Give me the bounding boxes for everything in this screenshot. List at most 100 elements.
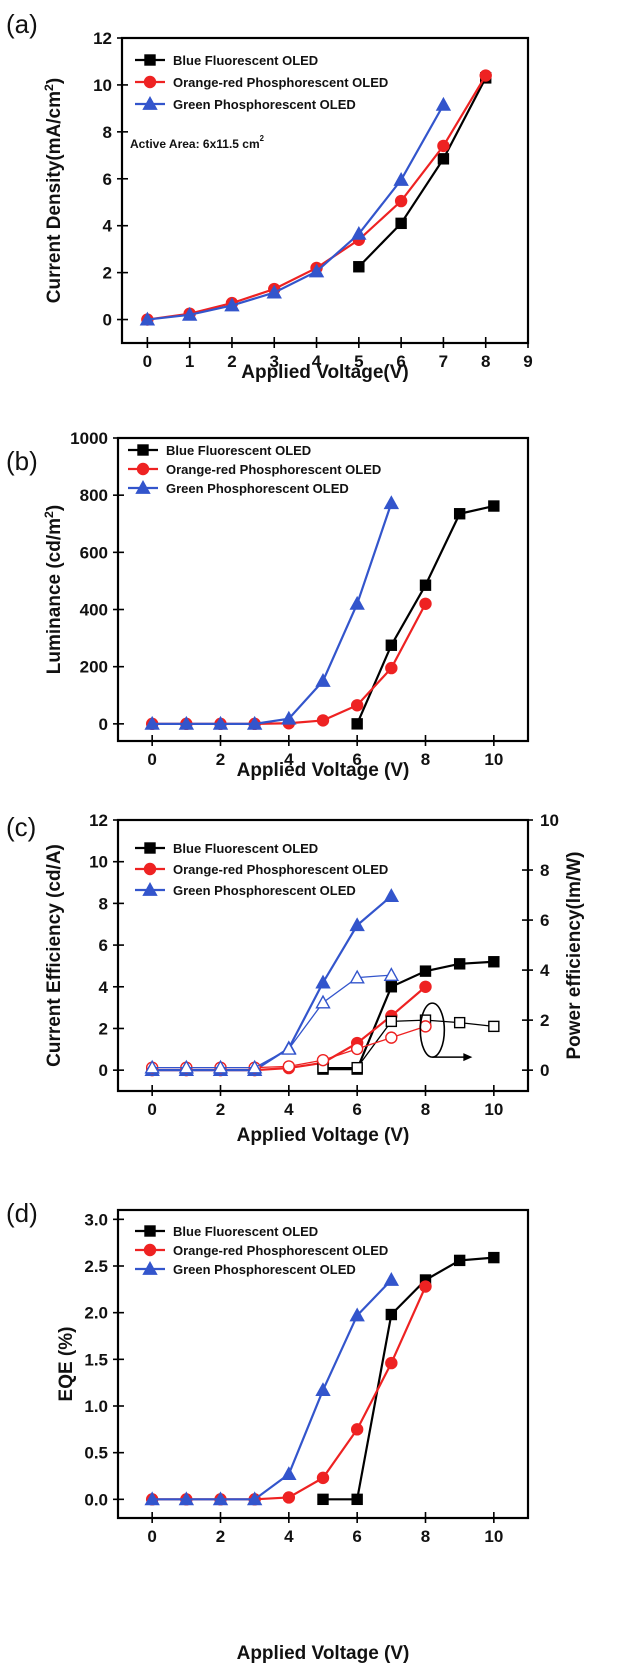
- y-tick-label: 0: [99, 715, 108, 734]
- legend-marker: [142, 96, 158, 110]
- data-point-y2: [282, 1060, 296, 1073]
- series-line-y2: [323, 1019, 494, 1069]
- legend-label: Orange-red Phosphorescent OLED: [166, 462, 381, 477]
- data-point: [419, 579, 432, 591]
- y-tick-label: 0.5: [84, 1444, 108, 1463]
- active-area-annotation: Active Area: 6x11.5 cm2: [130, 134, 265, 151]
- y2-tick-label: 4: [540, 961, 550, 980]
- chart-panel-3: (c) 0 2 4 6 8 10 0 2 4 6 8 10 12 0 2 4 6 8 10 Power efficien…: [6, 811, 585, 1146]
- data-point-y2: [385, 1015, 398, 1028]
- y-axis-label: Current Efficiency (cd/A): [44, 844, 65, 1067]
- data-point: [488, 500, 500, 512]
- data-point-y2: [212, 1059, 229, 1074]
- data-point: [488, 1251, 500, 1264]
- data-point: [395, 217, 407, 230]
- data-point: [437, 153, 450, 165]
- data-point: [246, 715, 263, 730]
- data-point: [419, 980, 432, 993]
- data-point: [453, 1254, 466, 1267]
- data-point: [178, 715, 195, 730]
- x-axis-label: Applied Voltage (V): [237, 1125, 410, 1146]
- data-point: [383, 888, 400, 902]
- data-point: [353, 261, 365, 273]
- x-tick-label: 2: [216, 750, 225, 769]
- data-point-y2: [350, 1042, 364, 1056]
- x-axis-label: Applied Voltage (V): [237, 1643, 410, 1664]
- data-point-y2: [385, 1031, 398, 1044]
- data-point: [351, 225, 367, 240]
- data-point: [281, 1466, 297, 1481]
- y-tick-label: 0: [103, 311, 112, 330]
- data-point: [281, 710, 297, 725]
- data-point-y2: [349, 969, 365, 984]
- data-point-y2: [144, 1059, 160, 1074]
- legend-label: Green Phosphorescent OLED: [173, 1262, 356, 1277]
- plot-frame: [116, 436, 530, 743]
- data-point: [419, 965, 432, 977]
- x-tick-label: 4: [284, 750, 294, 769]
- data-point-y2: [178, 1059, 195, 1074]
- legend-marker: [142, 1261, 158, 1275]
- data-point: [144, 715, 160, 730]
- y2-axis-label: Power efficiency(lm/W): [564, 852, 585, 1060]
- data-point: [350, 1423, 364, 1436]
- data-point: [282, 1491, 296, 1504]
- legend-marker: [142, 882, 158, 896]
- data-point: [181, 306, 198, 321]
- data-point-y2: [316, 1053, 330, 1067]
- data-point-y2: [488, 1020, 500, 1033]
- y-tick-label: 12: [93, 29, 112, 48]
- series-line: [147, 104, 445, 321]
- data-point: [383, 495, 400, 510]
- data-point-y2: [281, 1040, 297, 1055]
- series-line: [147, 74, 487, 321]
- y-tick-label: 10: [93, 76, 112, 95]
- y-tick-label: 2: [99, 1019, 108, 1038]
- data-point: [224, 297, 240, 312]
- legend-marker: [136, 462, 150, 476]
- data-point-y2: [453, 1016, 466, 1029]
- x-tick-label: 2: [227, 352, 236, 371]
- data-point: [315, 974, 331, 989]
- data-point: [385, 661, 398, 675]
- data-point-y2: [383, 967, 400, 981]
- y-tick-label: 6: [99, 936, 108, 955]
- series-y2-1: [317, 1014, 500, 1074]
- legend-label: Green Phosphorescent OLED: [166, 481, 349, 496]
- y-tick-label: 6: [103, 170, 112, 189]
- y2-tick-label: 2: [540, 1011, 549, 1030]
- data-point: [349, 595, 365, 610]
- legend-label: Blue Fluorescent OLED: [173, 1224, 318, 1239]
- data-point: [308, 263, 325, 278]
- x-tick-label: 5: [354, 352, 363, 371]
- series-line: [323, 1256, 494, 1501]
- legend-marker: [144, 1225, 156, 1237]
- x-tick-label: 7: [439, 352, 448, 371]
- data-point: [351, 1493, 363, 1506]
- legend-marker: [135, 480, 151, 494]
- legend-marker: [143, 1243, 157, 1257]
- legend-label: Orange-red Phosphorescent OLED: [173, 1243, 388, 1258]
- chart-panel-4: (d) 0 2 4 6 8 10 0.0 0.5 1.0 1.5 2.0 2.5 3.0 Applied V…: [6, 1198, 530, 1664]
- data-point-y2: [246, 1059, 263, 1074]
- x-tick-label: 8: [421, 1100, 430, 1119]
- data-point-y2: [419, 1020, 432, 1033]
- x-tick-label: 3: [270, 352, 279, 371]
- data-point: [385, 639, 398, 651]
- legend-label: Blue Fluorescent OLED: [173, 53, 318, 68]
- legend-label: Green Phosphorescent OLED: [173, 97, 356, 112]
- series-line: [356, 504, 495, 725]
- y-axis-label: Current Density(mA/cm2): [42, 78, 65, 303]
- data-point: [453, 958, 466, 970]
- series-3: [144, 1272, 400, 1506]
- y2-tick-label: 10: [540, 811, 559, 830]
- x-tick-label: 1: [185, 352, 194, 371]
- x-tick-label: 6: [352, 750, 361, 769]
- data-point: [453, 508, 466, 520]
- y-tick-label: 600: [80, 543, 108, 562]
- data-point: [144, 1491, 160, 1506]
- data-point: [316, 714, 330, 727]
- x-tick-label: 4: [312, 352, 322, 371]
- y-tick-label: 3.0: [84, 1210, 108, 1229]
